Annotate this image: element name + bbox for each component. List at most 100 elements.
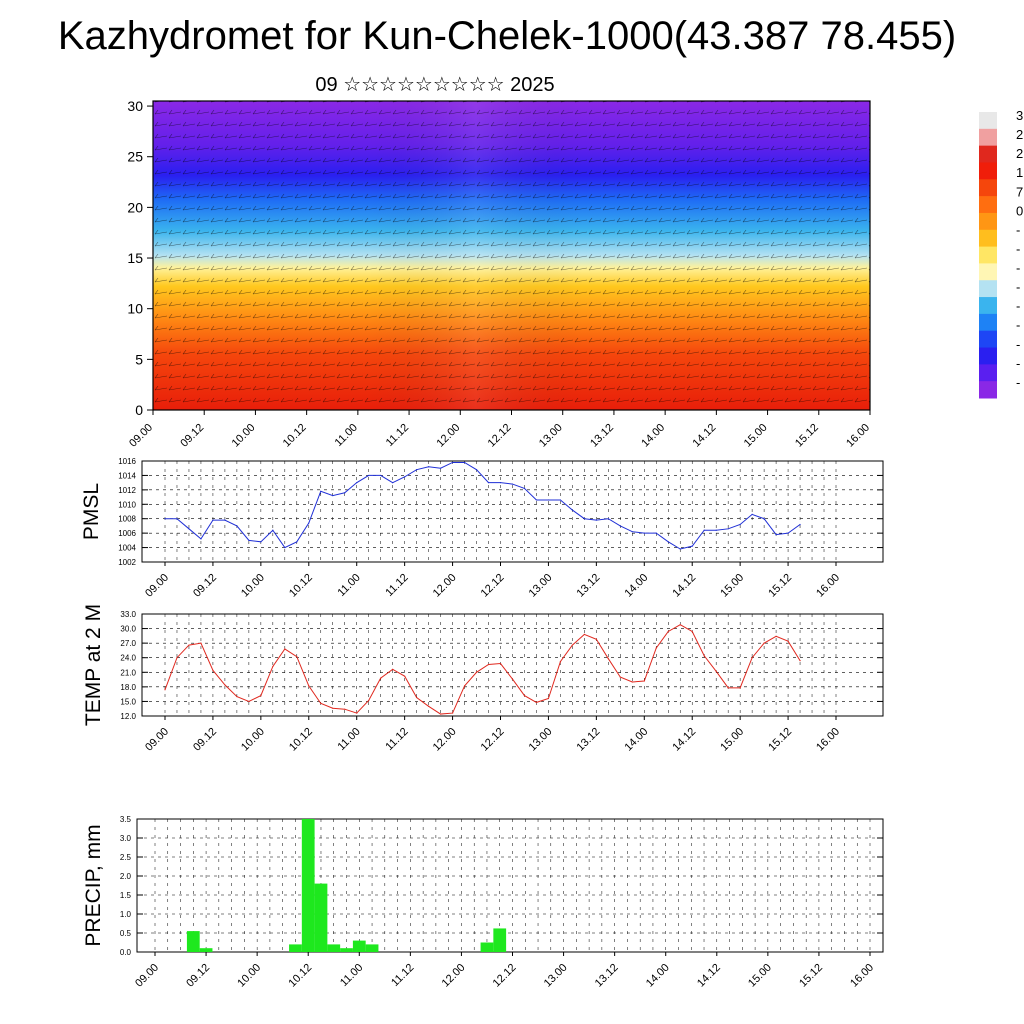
x-tick-label: 13.00	[537, 422, 565, 450]
data-point	[344, 492, 346, 494]
data-point	[727, 687, 729, 689]
x-tick-label: 14.00	[644, 962, 672, 990]
y-tick-label: 2.0	[120, 872, 132, 881]
colorbar-swatch	[979, 246, 997, 264]
x-tick-label: 16.00	[814, 572, 842, 600]
data-point	[619, 676, 621, 678]
precip-bar	[352, 940, 366, 952]
x-tick-label: 09.12	[191, 726, 219, 754]
x-tick-label: 15.12	[766, 726, 794, 754]
data-point	[404, 675, 406, 677]
chart-title: Kazhydromet for Kun-Chelek-1000(43.387 7…	[57, 14, 957, 58]
data-point	[248, 700, 250, 703]
data-point	[475, 671, 478, 673]
x-tick-label: 13.12	[575, 572, 603, 600]
x-tick-label: 13.00	[527, 726, 555, 754]
x-tick-label: 09.12	[178, 422, 206, 450]
x-tick-label: 14.12	[670, 572, 698, 600]
precip-bar	[480, 942, 494, 952]
data-point	[763, 642, 765, 644]
x-tick-label: 09.00	[127, 422, 155, 450]
colorbar-label: -	[1016, 299, 1020, 314]
colorbar-swatch	[979, 212, 997, 231]
data-point	[463, 685, 466, 687]
precip-bar	[301, 819, 315, 952]
x-tick-label: 16.00	[844, 422, 872, 450]
y-tick-label: 5	[135, 351, 143, 367]
data-point	[308, 685, 310, 687]
colorbar-label: -	[1016, 261, 1020, 276]
data-point	[715, 670, 717, 672]
data-point	[631, 531, 633, 533]
data-point	[751, 513, 753, 515]
data-point	[463, 461, 466, 464]
y-tick-label: 30	[127, 98, 143, 114]
data-point	[176, 518, 178, 520]
x-tick-label: 11.12	[383, 572, 410, 599]
plot-frame	[136, 818, 884, 953]
x-tick-label: 10.00	[230, 422, 258, 450]
y-tick-label: 20	[127, 199, 143, 215]
data-point	[308, 522, 310, 524]
colorbar-swatch	[979, 128, 997, 147]
colorbar-swatch	[979, 196, 997, 214]
x-tick-label: 14.00	[622, 572, 650, 600]
data-point	[679, 548, 681, 550]
y-tick-label: 15	[127, 250, 143, 266]
x-tick-label: 13.12	[593, 962, 621, 990]
data-point	[739, 523, 741, 526]
y-tick-label: 1016	[118, 457, 136, 466]
x-tick-label: 13.00	[542, 962, 570, 990]
colorbar-swatch	[979, 179, 997, 197]
colorbar: 3 2 2 1 7 0 - - - - - - - - -	[979, 108, 1023, 399]
x-tick-label: 15.00	[718, 726, 746, 754]
data-point	[667, 541, 669, 543]
data-point	[284, 546, 286, 549]
data-point	[643, 680, 645, 682]
y-tick-label: 3.0	[120, 834, 132, 843]
data-point	[607, 658, 609, 660]
colorbar-label: 0	[1016, 203, 1023, 218]
data-point	[799, 660, 801, 662]
x-tick-label: 09.12	[191, 572, 219, 600]
chart-subtitle: 09 ☆☆☆☆☆☆☆☆☆ 2025	[315, 74, 555, 96]
data-point	[499, 662, 502, 665]
colorbar-label: 1	[1016, 165, 1023, 180]
precip-bar	[314, 883, 328, 952]
data-point	[164, 689, 166, 691]
data-point	[751, 657, 753, 659]
data-point	[487, 482, 490, 484]
data-point	[547, 499, 550, 501]
y-tick-label: 0.5	[120, 929, 132, 938]
colorbar-swatch	[979, 347, 997, 365]
x-tick-label: 12.00	[440, 962, 468, 990]
data-point	[559, 499, 562, 501]
colorbar-swatch	[979, 112, 997, 130]
x-tick-label: 09.00	[143, 726, 171, 754]
data-point	[691, 630, 693, 633]
x-tick-label: 09.12	[184, 962, 212, 990]
x-tick-label: 10.12	[281, 422, 309, 450]
data-point	[571, 509, 573, 511]
precip-bar	[365, 944, 379, 952]
data-point	[763, 518, 765, 520]
data-point	[356, 482, 358, 484]
data-point	[679, 624, 681, 626]
data-point	[332, 707, 334, 709]
x-tick-label: 15.00	[718, 572, 746, 600]
y-tick-label: 1.5	[120, 891, 132, 900]
data-point	[164, 518, 166, 520]
precip-chart: 0.0 0.5 1.0 1.5 2.0 2.5 3.0 3.5 09.00 09.12 10.00 1…	[82, 815, 884, 990]
data-point	[236, 525, 238, 527]
data-point	[188, 644, 190, 646]
data-point	[547, 697, 550, 700]
x-tick-label: 10.12	[287, 726, 315, 754]
colorbar-label: -	[1016, 356, 1020, 371]
x-tick-label: 13.12	[588, 422, 616, 450]
colorbar-label: 2	[1016, 127, 1023, 142]
precip-bar	[493, 928, 507, 952]
x-tick-label: 14.12	[691, 422, 719, 450]
y-tick-label: 1002	[118, 558, 136, 567]
y-tick-label: 1010	[118, 500, 136, 509]
data-point	[260, 695, 262, 697]
